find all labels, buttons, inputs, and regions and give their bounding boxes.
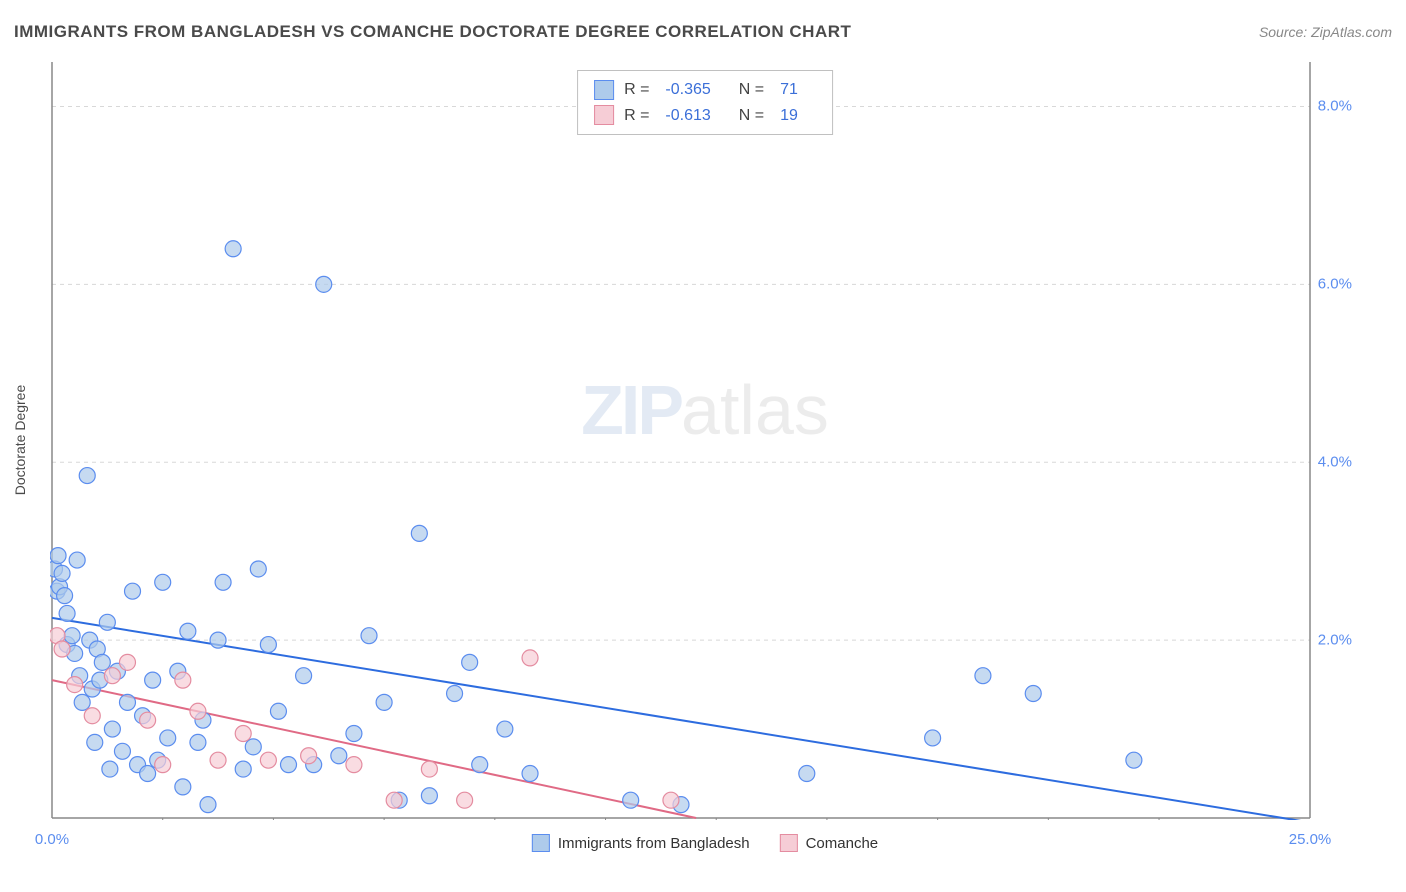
legend-series-name: Immigrants from Bangladesh	[558, 835, 750, 852]
x-tick-label: 25.0%	[1289, 831, 1332, 848]
y-axis-label: Doctorate Degree	[12, 385, 28, 496]
y-tick-label: 6.0%	[1318, 276, 1352, 293]
legend-stat-row: R = -0.365 N = 71	[594, 77, 816, 103]
n-value: 19	[780, 103, 798, 129]
legend-series-item: Immigrants from Bangladesh	[532, 834, 750, 852]
source-value: ZipAtlas.com	[1311, 24, 1392, 40]
chart-title: IMMIGRANTS FROM BANGLADESH VS COMANCHE D…	[14, 22, 851, 42]
y-tick-label: 4.0%	[1318, 454, 1352, 471]
r-value: -0.613	[665, 103, 710, 129]
legend-series-item: Comanche	[780, 834, 879, 852]
legend-swatch	[780, 834, 798, 852]
source-label: Source:	[1259, 24, 1311, 40]
y-tick-label: 8.0%	[1318, 98, 1352, 115]
series-legend: Immigrants from Bangladesh Comanche	[532, 834, 878, 852]
legend-stat-row: R = -0.613 N = 19	[594, 103, 816, 129]
legend-swatch	[594, 80, 614, 100]
y-tick-label: 2.0%	[1318, 632, 1352, 649]
x-tick-label: 0.0%	[35, 831, 69, 848]
r-value: -0.365	[665, 77, 710, 103]
legend-swatch	[594, 105, 614, 125]
source-attribution: Source: ZipAtlas.com	[1259, 24, 1392, 40]
chart-area: Doctorate Degree ZIPatlas R =-0.365N =71…	[50, 60, 1360, 820]
r-label: R =	[624, 77, 649, 103]
correlation-legend: R = -0.365 N = 71 R = -0.613 N = 19	[577, 70, 833, 135]
n-value: 71	[780, 77, 798, 103]
chart-header: IMMIGRANTS FROM BANGLADESH VS COMANCHE D…	[14, 22, 1392, 42]
n-label: N =	[739, 77, 764, 103]
legend-series-name: Comanche	[806, 835, 879, 852]
n-label: N =	[739, 103, 764, 129]
legend-swatch	[532, 834, 550, 852]
scatter-plot	[50, 60, 1360, 820]
r-label: R =	[624, 103, 649, 129]
